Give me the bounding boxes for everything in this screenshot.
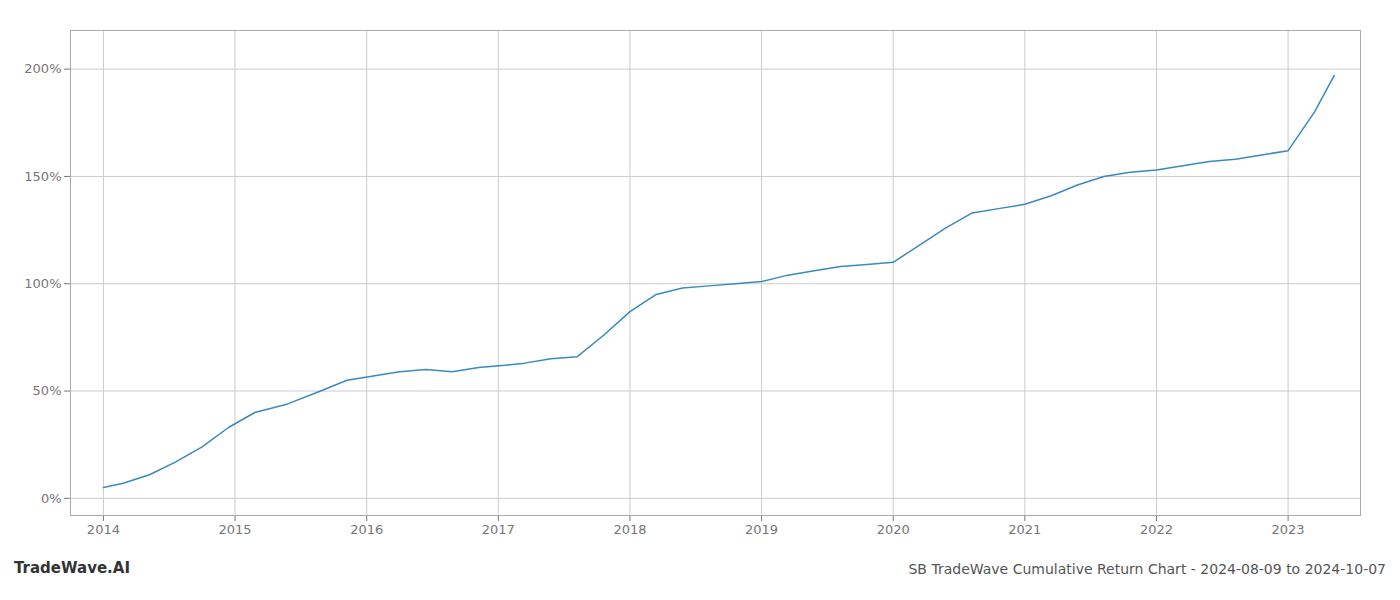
svg-text:2018: 2018 (613, 522, 646, 537)
svg-text:100%: 100% (24, 276, 61, 291)
svg-text:2022: 2022 (1140, 522, 1173, 537)
svg-text:2023: 2023 (1272, 522, 1305, 537)
svg-text:2015: 2015 (218, 522, 251, 537)
svg-text:2014: 2014 (87, 522, 120, 537)
svg-text:2016: 2016 (350, 522, 383, 537)
svg-text:2021: 2021 (1008, 522, 1041, 537)
svg-text:0%: 0% (41, 490, 62, 505)
svg-text:150%: 150% (24, 169, 61, 184)
html-text:TradeWave.AI: TradeWave.AI (14, 559, 130, 577)
html-text:SB TradeWave Cumulative Return: SB TradeWave Cumulative Return Chart - 2… (908, 561, 1386, 577)
svg-text:2020: 2020 (877, 522, 910, 537)
svg-text:2019: 2019 (745, 522, 778, 537)
svg-text:2017: 2017 (482, 522, 515, 537)
svg-text:50%: 50% (33, 383, 62, 398)
svg-text:200%: 200% (24, 61, 61, 76)
